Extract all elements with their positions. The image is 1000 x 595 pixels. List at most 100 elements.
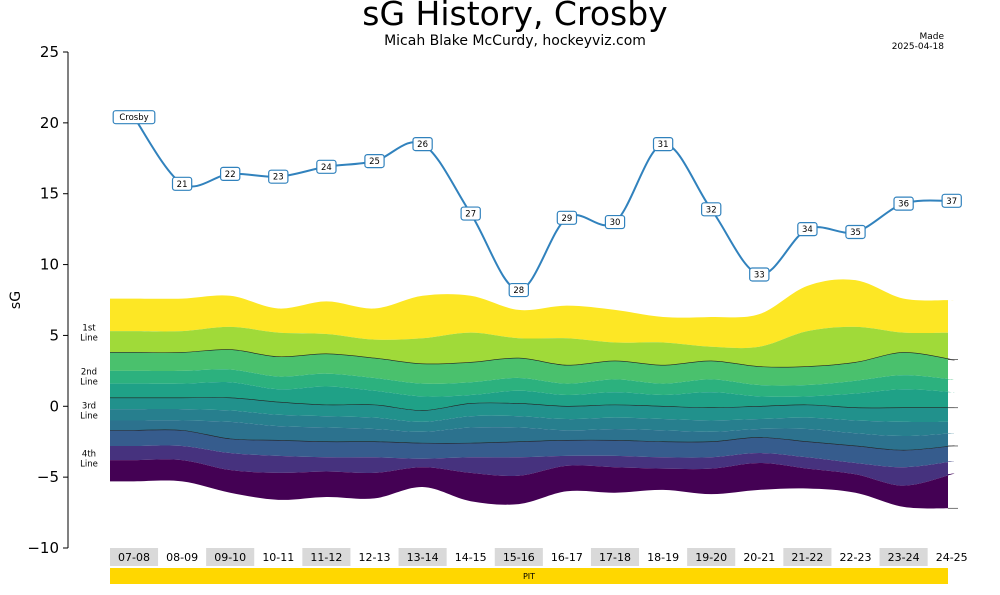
season-label-07-08: 07-08 (118, 551, 150, 564)
data-point-24: 24 (316, 159, 337, 174)
line-bands (110, 279, 958, 509)
team-bar (110, 568, 948, 584)
season-label-17-18: 17-18 (599, 551, 631, 564)
data-point-Crosby: Crosby (112, 110, 156, 125)
line-group-boundary-3 (110, 429, 955, 451)
y-tick-label-20: 20 (40, 114, 59, 132)
chart-subtitle: Micah Blake McCurdy, hockeyviz.com (384, 33, 646, 49)
band-1 (110, 279, 955, 349)
y-tick-label-25: 25 (40, 43, 59, 61)
season-label-14-15: 14-15 (455, 551, 487, 564)
data-point-label-30: 30 (610, 218, 621, 228)
data-point-label-22: 22 (225, 170, 236, 180)
season-label-15-16: 15-16 (503, 551, 535, 564)
data-point-34: 34 (797, 222, 818, 237)
line-label-4-text-1: 4th (82, 450, 96, 460)
data-point-21: 21 (171, 176, 193, 191)
data-point-label-32: 32 (706, 205, 717, 215)
data-point-box-34 (797, 222, 818, 237)
season-cell-11-12 (302, 548, 351, 566)
data-point-label-Crosby: Crosby (119, 113, 148, 123)
data-point-label-26: 26 (417, 140, 428, 150)
line-label-2-text-2: Line (80, 378, 98, 388)
line-label-3-text-2: Line (80, 412, 98, 422)
line-group-boundary-1 (110, 349, 955, 368)
band-11 (110, 459, 955, 509)
y-tick-label-0: 0 (49, 397, 59, 415)
season-cell-15-16 (494, 548, 543, 566)
data-point-29: 29 (556, 210, 578, 225)
season-label-22-23: 22-23 (840, 551, 872, 564)
data-point-label-27: 27 (465, 210, 476, 220)
data-point-box-37 (941, 193, 962, 208)
data-point-box-21 (171, 176, 193, 191)
made-label: Made (919, 32, 944, 42)
y-tick-label--10: −10 (27, 539, 59, 557)
series-line-crosby (133, 116, 952, 292)
data-point-label-37: 37 (946, 197, 957, 207)
season-cell-13-14 (398, 548, 447, 566)
data-point-box-35 (845, 224, 866, 240)
band-3 (110, 349, 955, 386)
band-7 (110, 409, 955, 437)
data-point-box-Crosby (112, 110, 156, 125)
season-cell-09-10 (206, 548, 255, 566)
band-8 (110, 420, 955, 451)
season-label-13-14: 13-14 (407, 551, 439, 564)
data-point-label-21: 21 (177, 180, 188, 190)
data-point-box-36 (893, 196, 914, 211)
line-label-3-text-1: 3rd (82, 402, 96, 412)
data-point-label-31: 31 (658, 140, 669, 150)
season-cell-17-18 (590, 548, 640, 566)
data-point-label-25: 25 (369, 157, 380, 167)
band-10 (110, 445, 955, 486)
y-tick-label--5: −5 (37, 468, 59, 486)
band-6 (110, 397, 955, 422)
season-cell-21-22 (783, 548, 832, 566)
data-point-37: 37 (941, 193, 962, 208)
data-point-label-34: 34 (802, 225, 813, 235)
season-label-24-25: 24-25 (936, 551, 968, 564)
season-label-19-20: 19-20 (695, 551, 727, 564)
data-point-box-23 (268, 169, 289, 184)
season-cell-19-20 (687, 548, 736, 566)
made-date: 2025-04-18 (892, 42, 945, 52)
data-point-box-27 (460, 206, 481, 221)
season-label-20-21: 20-21 (743, 551, 775, 564)
y-tick-label-5: 5 (49, 326, 59, 344)
data-point-box-30 (604, 214, 626, 230)
line-group-boundary-2 (110, 397, 955, 411)
data-point-box-33 (749, 267, 770, 282)
data-point-label-36: 36 (898, 200, 909, 210)
line-label-2-text-1: 2nd (81, 368, 97, 378)
data-point-box-22 (220, 166, 241, 181)
season-cell-07-08 (110, 548, 159, 566)
band-4 (110, 369, 955, 397)
season-label-21-22: 21-22 (791, 551, 823, 564)
band-2 (110, 326, 955, 368)
season-cell-23-24 (879, 548, 928, 566)
data-point-30: 30 (604, 214, 626, 230)
data-point-label-29: 29 (561, 214, 572, 224)
team-label: PIT (523, 572, 535, 581)
season-label-23-24: 23-24 (888, 551, 920, 564)
line-label-4-text-2: Line (80, 460, 98, 470)
data-point-box-24 (316, 159, 337, 174)
band-9 (110, 429, 955, 468)
data-point-box-31 (652, 137, 674, 152)
season-label-16-17: 16-17 (551, 551, 583, 564)
data-point-label-28: 28 (513, 286, 524, 296)
data-point-23: 23 (268, 169, 289, 184)
data-point-label-33: 33 (754, 270, 765, 280)
band-5 (110, 381, 955, 411)
data-point-25: 25 (364, 154, 385, 169)
data-point-36: 36 (893, 196, 914, 211)
season-label-09-10: 09-10 (214, 551, 246, 564)
